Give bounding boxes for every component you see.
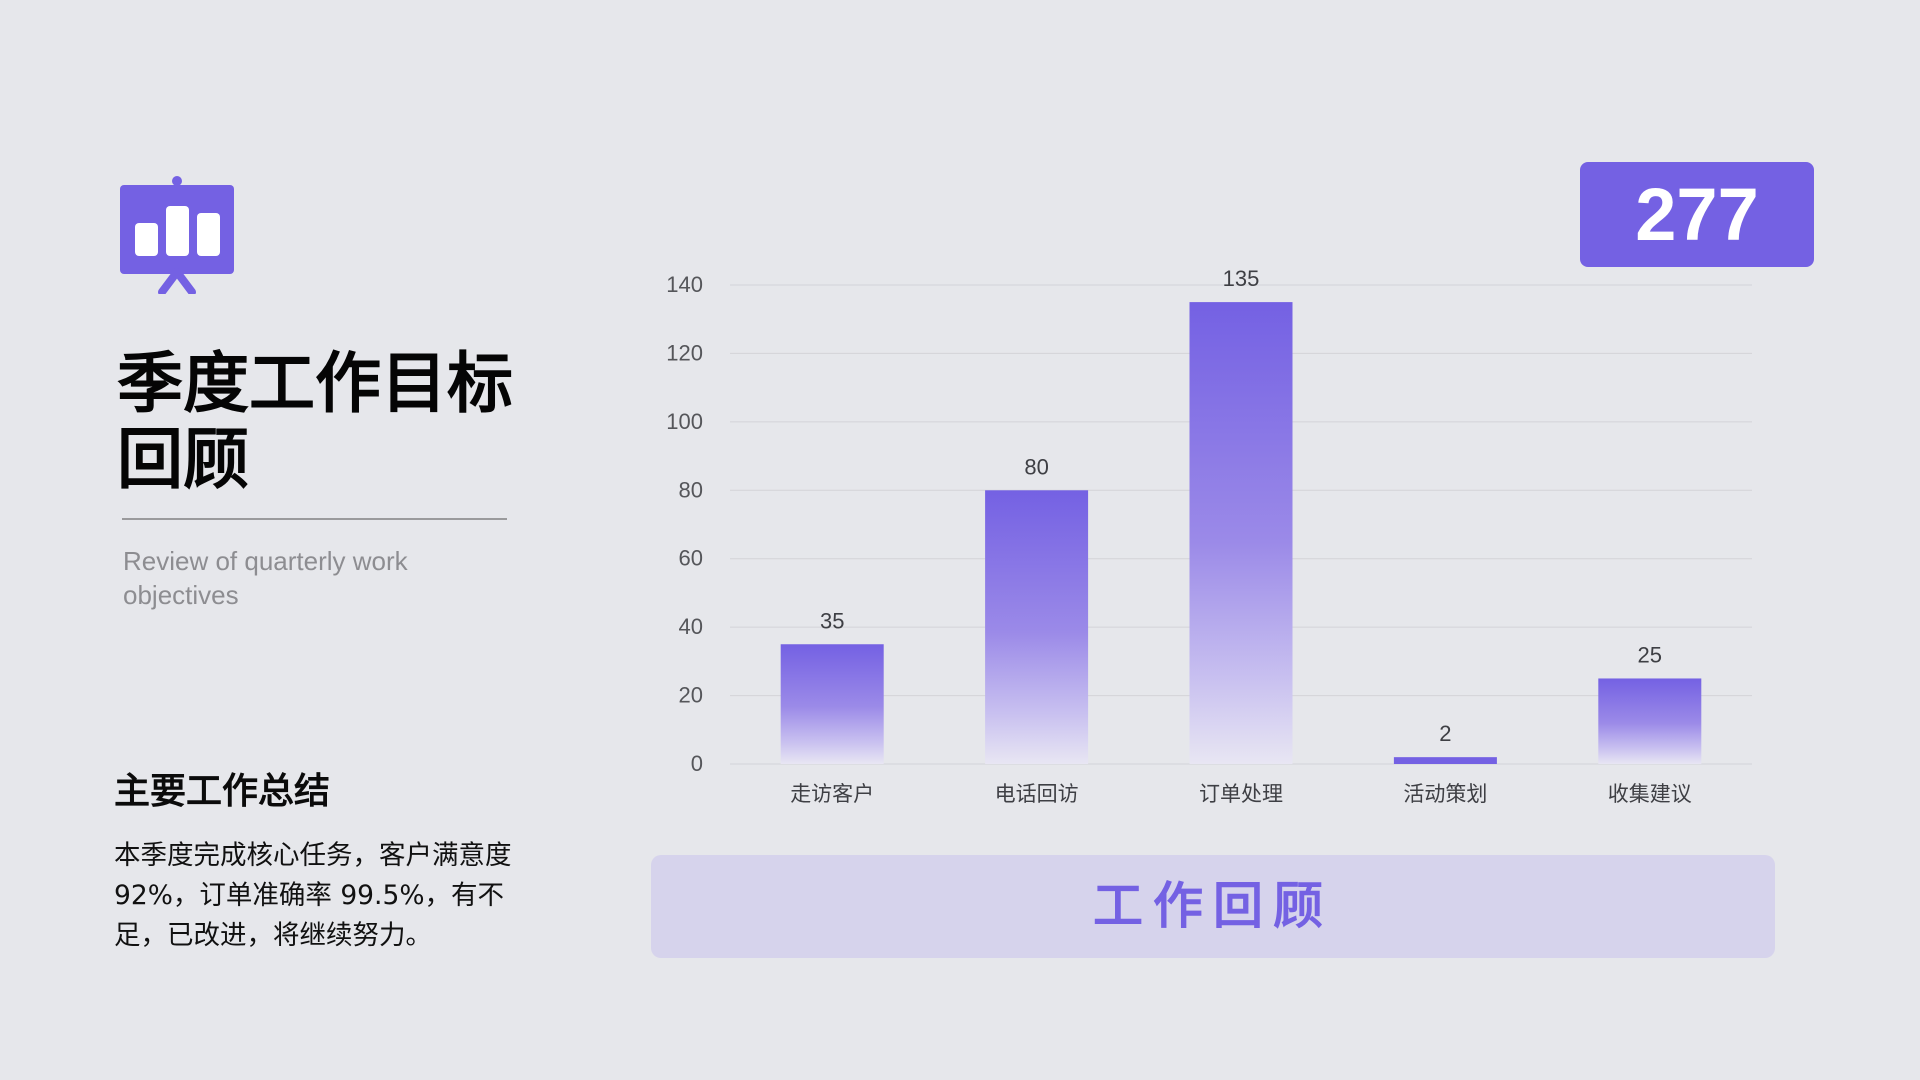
y-tick-label: 80 bbox=[679, 477, 703, 502]
y-tick-label: 60 bbox=[679, 546, 703, 571]
summary-body: 本季度完成核心任务，客户满意度 92%，订单准确率 99.5%，有不足，已改进，… bbox=[114, 840, 512, 951]
y-tick-label: 20 bbox=[679, 683, 703, 708]
data-label: 25 bbox=[1638, 642, 1662, 667]
x-tick-label: 走访客户 bbox=[790, 782, 874, 806]
total-badge: 277 bbox=[1580, 162, 1814, 267]
y-tick-label: 120 bbox=[666, 340, 703, 365]
x-tick-label: 收集建议 bbox=[1608, 782, 1692, 806]
y-tick-label: 140 bbox=[666, 272, 703, 297]
bar bbox=[1189, 302, 1293, 764]
page-title: 季度工作目标回顾 bbox=[117, 345, 513, 498]
summary-heading: 主要工作总结 bbox=[114, 771, 331, 812]
title-divider bbox=[122, 518, 507, 520]
data-label: 135 bbox=[1223, 266, 1260, 291]
bar bbox=[780, 644, 884, 764]
presentation-icon bbox=[120, 176, 234, 294]
data-label: 35 bbox=[820, 608, 844, 633]
x-tick-label: 订单处理 bbox=[1199, 782, 1283, 806]
y-tick-label: 100 bbox=[666, 409, 703, 434]
page-subtitle: Review of quarterly work objectives bbox=[123, 546, 408, 610]
bar bbox=[1393, 757, 1497, 764]
x-tick-label: 电话回访 bbox=[995, 782, 1079, 806]
y-tick-label: 40 bbox=[679, 614, 703, 639]
x-tick-label: 活动策划 bbox=[1403, 782, 1487, 806]
banner-label: 工作回顾 bbox=[651, 855, 1775, 958]
data-label: 80 bbox=[1024, 454, 1048, 479]
bar bbox=[985, 490, 1089, 764]
data-label: 2 bbox=[1439, 721, 1451, 746]
bar bbox=[1598, 678, 1702, 764]
y-tick-label: 0 bbox=[691, 751, 703, 776]
